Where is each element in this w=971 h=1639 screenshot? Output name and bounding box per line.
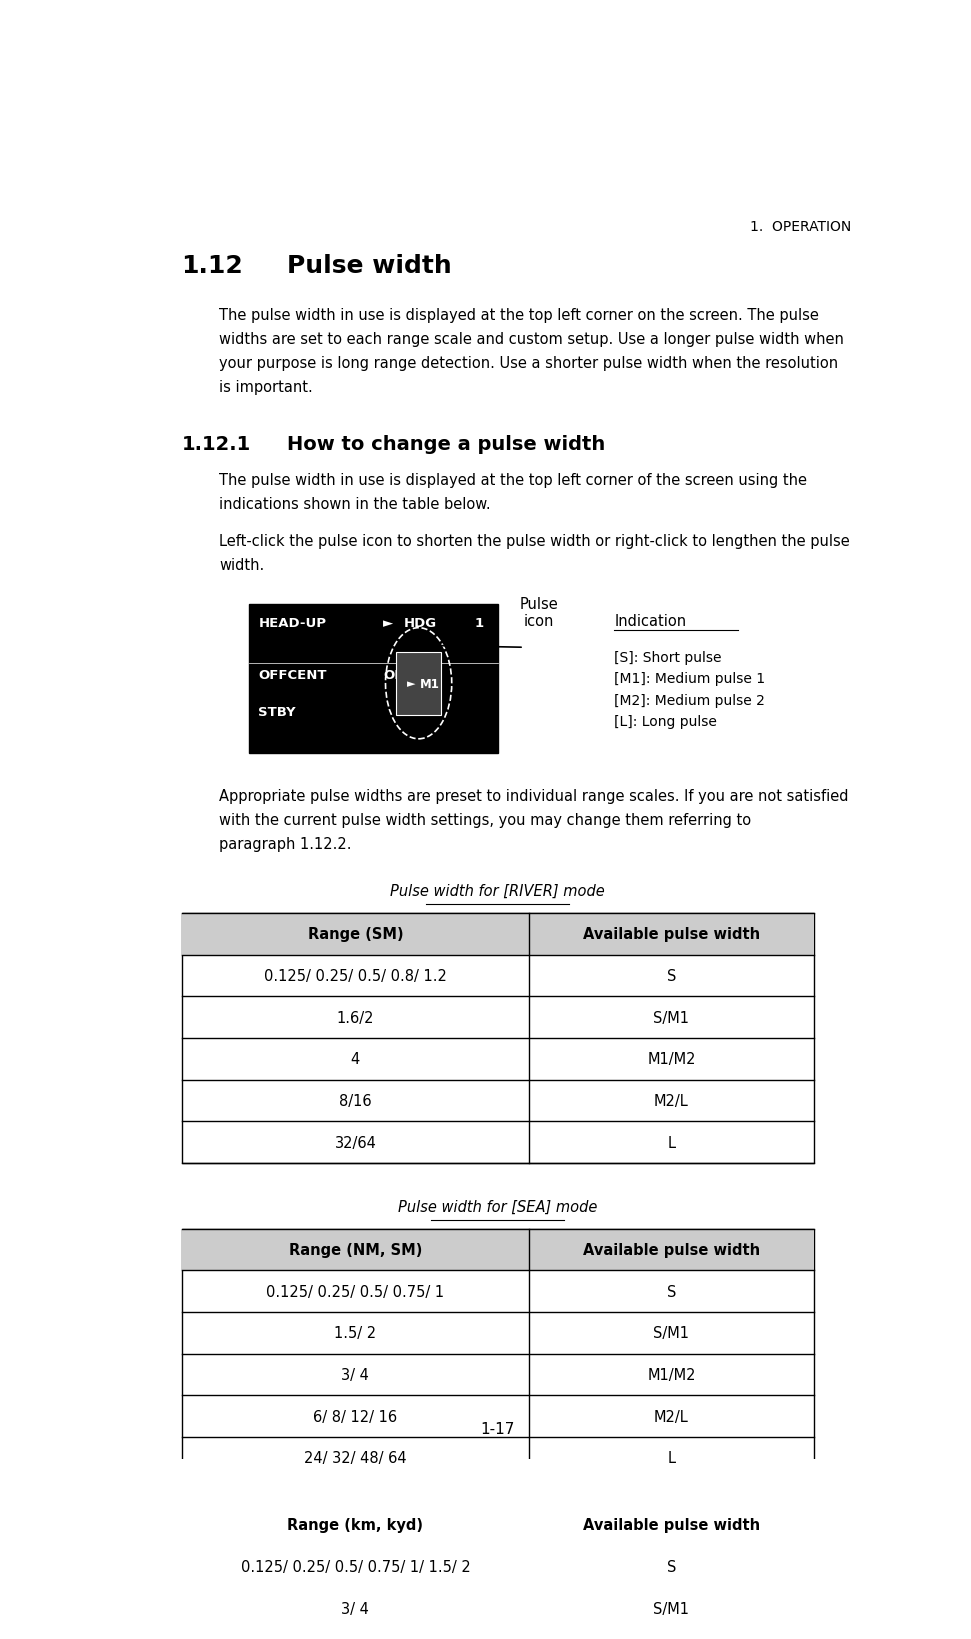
- Text: 1: 1: [475, 616, 485, 629]
- Text: Indication: Indication: [615, 615, 686, 629]
- FancyBboxPatch shape: [182, 1229, 814, 1478]
- Text: L: L: [667, 1136, 676, 1151]
- Text: widths are set to each range scale and custom setup. Use a longer pulse width wh: widths are set to each range scale and c…: [219, 331, 844, 347]
- FancyBboxPatch shape: [396, 652, 441, 715]
- Text: Pulse width: Pulse width: [287, 254, 452, 277]
- Text: 8/16: 8/16: [339, 1093, 372, 1108]
- Text: Available pulse width: Available pulse width: [583, 1518, 760, 1532]
- Text: S: S: [667, 1283, 676, 1300]
- Text: How to change a pulse width: How to change a pulse width: [287, 436, 605, 454]
- Text: The pulse width in use is displayed at the top left corner on the screen. The pu: The pulse width in use is displayed at t…: [219, 308, 820, 323]
- FancyBboxPatch shape: [182, 913, 814, 1164]
- Text: Range (NM, SM): Range (NM, SM): [288, 1242, 422, 1257]
- Text: M1: M1: [420, 677, 440, 690]
- Text: OFF: OFF: [384, 669, 413, 682]
- Text: with the current pulse width settings, you may change them referring to: with the current pulse width settings, y…: [219, 813, 752, 828]
- Text: M2/L: M2/L: [654, 1093, 688, 1108]
- Text: ►: ►: [384, 616, 393, 629]
- Text: Appropriate pulse widths are preset to individual range scales. If you are not s: Appropriate pulse widths are preset to i…: [219, 788, 849, 803]
- Text: 3/ 4: 3/ 4: [342, 1367, 369, 1382]
- FancyBboxPatch shape: [182, 1229, 814, 1270]
- Text: Range (SM): Range (SM): [308, 926, 403, 942]
- Text: S/M1: S/M1: [653, 1010, 689, 1024]
- Text: 3/ 4: 3/ 4: [342, 1601, 369, 1616]
- Text: [M2]: Medium pulse 2: [M2]: Medium pulse 2: [615, 693, 765, 708]
- Text: Available pulse width: Available pulse width: [583, 1242, 760, 1257]
- Text: 1.12: 1.12: [182, 254, 244, 277]
- Text: 1.12.1: 1.12.1: [182, 436, 251, 454]
- Text: S/M1: S/M1: [653, 1326, 689, 1341]
- Text: 4: 4: [351, 1052, 360, 1067]
- Text: [M1]: Medium pulse 1: [M1]: Medium pulse 1: [615, 672, 765, 685]
- Text: M1/M2: M1/M2: [648, 1367, 695, 1382]
- Text: 0.125/ 0.25/ 0.5/ 0.75/ 1/ 1.5/ 2: 0.125/ 0.25/ 0.5/ 0.75/ 1/ 1.5/ 2: [241, 1559, 470, 1573]
- Text: L: L: [667, 1451, 676, 1465]
- Text: Left-click the pulse icon to shorten the pulse width or right-click to lengthen : Left-click the pulse icon to shorten the…: [219, 534, 850, 549]
- Text: indications shown in the table below.: indications shown in the table below.: [219, 497, 490, 511]
- Text: [S]: Short pulse: [S]: Short pulse: [615, 651, 721, 664]
- Text: 6/ 8/ 12/ 16: 6/ 8/ 12/ 16: [314, 1410, 397, 1424]
- Text: S: S: [667, 1559, 676, 1573]
- Text: Available pulse width: Available pulse width: [583, 926, 760, 942]
- Text: S/M1: S/M1: [653, 1601, 689, 1616]
- FancyBboxPatch shape: [250, 605, 498, 754]
- FancyBboxPatch shape: [182, 1505, 814, 1639]
- Text: Pulse width for [SEA] mode: Pulse width for [SEA] mode: [398, 1198, 597, 1214]
- Text: The pulse width in use is displayed at the top left corner of the screen using t: The pulse width in use is displayed at t…: [219, 474, 807, 488]
- Text: Pulse width for [RIVER] mode: Pulse width for [RIVER] mode: [390, 883, 605, 898]
- Text: width.: width.: [219, 557, 264, 572]
- FancyBboxPatch shape: [182, 913, 814, 956]
- Text: 1.6/2: 1.6/2: [337, 1010, 374, 1024]
- Text: 1.5/ 2: 1.5/ 2: [334, 1326, 377, 1341]
- FancyBboxPatch shape: [182, 1505, 814, 1546]
- Text: ►: ►: [407, 679, 416, 688]
- Text: 1.  OPERATION: 1. OPERATION: [750, 220, 852, 233]
- Text: 0.125/ 0.25/ 0.5/ 0.75/ 1: 0.125/ 0.25/ 0.5/ 0.75/ 1: [266, 1283, 445, 1300]
- Text: 0.125/ 0.25/ 0.5/ 0.8/ 1.2: 0.125/ 0.25/ 0.5/ 0.8/ 1.2: [264, 969, 447, 983]
- Text: [L]: Long pulse: [L]: Long pulse: [615, 715, 718, 729]
- Text: STBY: STBY: [258, 705, 296, 718]
- Text: Range (km, kyd): Range (km, kyd): [287, 1518, 423, 1532]
- Text: 24/ 32/ 48/ 64: 24/ 32/ 48/ 64: [304, 1451, 407, 1465]
- Text: paragraph 1.12.2.: paragraph 1.12.2.: [219, 836, 352, 852]
- Text: 1-17: 1-17: [481, 1421, 515, 1436]
- Text: your purpose is long range detection. Use a shorter pulse width when the resolut: your purpose is long range detection. Us…: [219, 356, 838, 370]
- Text: is important.: is important.: [219, 380, 313, 395]
- Text: OFFCENT: OFFCENT: [258, 669, 327, 682]
- Text: 32/64: 32/64: [334, 1136, 377, 1151]
- Text: M1/M2: M1/M2: [648, 1052, 695, 1067]
- Text: Pulse
icon: Pulse icon: [519, 597, 558, 629]
- Text: M2/L: M2/L: [654, 1410, 688, 1424]
- Text: S: S: [667, 969, 676, 983]
- Text: HDG: HDG: [404, 616, 437, 629]
- Text: HEAD-UP: HEAD-UP: [258, 616, 326, 629]
